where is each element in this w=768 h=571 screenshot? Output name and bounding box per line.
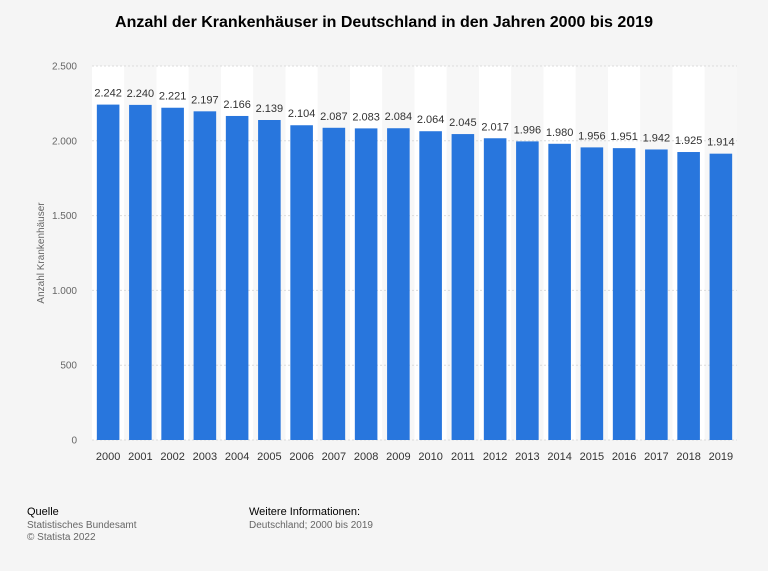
copyright-text: © Statista 2022 <box>27 532 96 543</box>
x-tick-label: 2019 <box>709 451 733 463</box>
data-label: 1.942 <box>643 132 671 144</box>
source-block: Quelle Statistisches Bundesamt © Statist… <box>27 506 137 544</box>
x-tick-label: 2011 <box>451 451 475 463</box>
bar <box>129 104 152 441</box>
x-tick-label: 2000 <box>96 451 120 463</box>
data-label: 1.925 <box>675 135 703 147</box>
x-tick-label: 2018 <box>676 451 700 463</box>
bar <box>612 148 636 440</box>
bar <box>225 115 249 440</box>
x-tick-label: 2015 <box>580 451 604 463</box>
x-tick-label: 2001 <box>128 451 152 463</box>
bar <box>193 111 217 440</box>
data-label: 2.166 <box>223 99 251 111</box>
x-tick-label: 2016 <box>612 451 636 463</box>
bar <box>96 104 120 440</box>
x-tick-label: 2017 <box>644 451 668 463</box>
info-block: Weitere Informationen: Deutschland; 2000… <box>249 506 373 532</box>
chart-title: Anzahl der Krankenhäuser in Deutschland … <box>115 14 653 31</box>
y-tick-label: 500 <box>60 361 77 372</box>
bar <box>258 120 281 440</box>
x-tick-label: 2006 <box>289 451 313 463</box>
x-tick-label: 2004 <box>225 451 249 463</box>
bar <box>677 152 700 440</box>
bar <box>387 128 410 441</box>
info-text: Deutschland; 2000 bis 2019 <box>249 520 373 531</box>
x-tick-label: 2008 <box>354 451 378 463</box>
data-label: 2.017 <box>481 121 509 133</box>
x-tick-label: 2013 <box>515 451 539 463</box>
data-label: 2.084 <box>385 111 413 123</box>
x-tick-label: 2012 <box>483 451 507 463</box>
x-tick-label: 2010 <box>418 451 442 463</box>
bar <box>451 134 475 440</box>
x-tick-label: 2002 <box>160 451 184 463</box>
data-label: 2.139 <box>256 103 284 115</box>
data-label: 2.045 <box>449 117 477 129</box>
y-axis-title: Anzahl Krankenhäuser <box>36 202 47 304</box>
bar <box>483 138 507 440</box>
data-label: 2.197 <box>191 94 219 106</box>
data-label: 2.064 <box>417 114 445 126</box>
data-label: 1.951 <box>610 131 638 143</box>
x-tick-label: 2003 <box>193 451 217 463</box>
data-label: 1.956 <box>578 130 606 142</box>
source-name: Statistisches Bundesamt <box>27 520 137 531</box>
y-tick-label: 0 <box>71 436 77 447</box>
y-tick-label: 2.000 <box>52 136 77 147</box>
data-label: 1.914 <box>707 137 735 149</box>
bar-chart: 0 500 1.000 1.500 2.000 2.500 Anzahl Krankenhä… <box>36 62 737 463</box>
y-tick-label: 1.500 <box>52 211 77 222</box>
x-tick-label: 2005 <box>257 451 281 463</box>
data-label: 2.083 <box>352 111 380 123</box>
bar <box>516 141 539 440</box>
info-heading: Weitere Informationen: <box>249 506 361 518</box>
x-tick-label: 2014 <box>547 451 571 463</box>
x-tick-label: 2007 <box>322 451 346 463</box>
x-tick-label: 2009 <box>386 451 410 463</box>
data-label: 2.087 <box>320 111 348 123</box>
bar <box>419 131 442 441</box>
data-label: 1.996 <box>514 124 542 136</box>
source-heading: Quelle <box>27 506 59 518</box>
data-label: 2.104 <box>288 108 316 120</box>
data-label: 1.980 <box>546 127 574 139</box>
bar <box>645 149 668 440</box>
data-label: 2.221 <box>159 91 187 103</box>
data-label: 2.240 <box>127 88 155 100</box>
bar <box>161 107 184 440</box>
bar <box>290 125 313 440</box>
bar <box>709 153 733 441</box>
data-label: 2.242 <box>94 88 122 100</box>
bar <box>548 143 571 441</box>
bar <box>322 127 346 441</box>
bar <box>354 128 378 441</box>
bar <box>580 147 604 441</box>
y-tick-label: 2.500 <box>52 62 77 73</box>
y-tick-label: 1.000 <box>52 286 77 297</box>
